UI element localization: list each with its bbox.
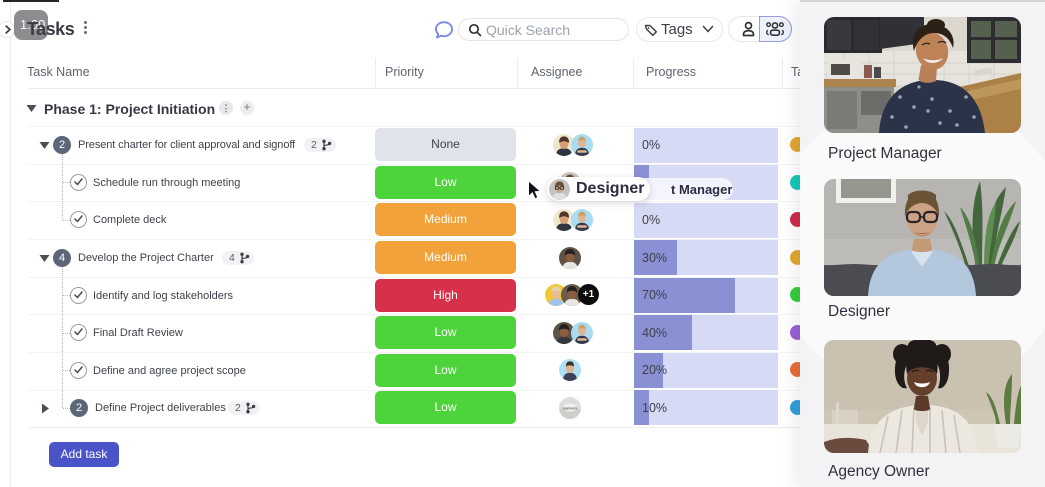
svg-text:teamwork: teamwork [563, 406, 578, 410]
